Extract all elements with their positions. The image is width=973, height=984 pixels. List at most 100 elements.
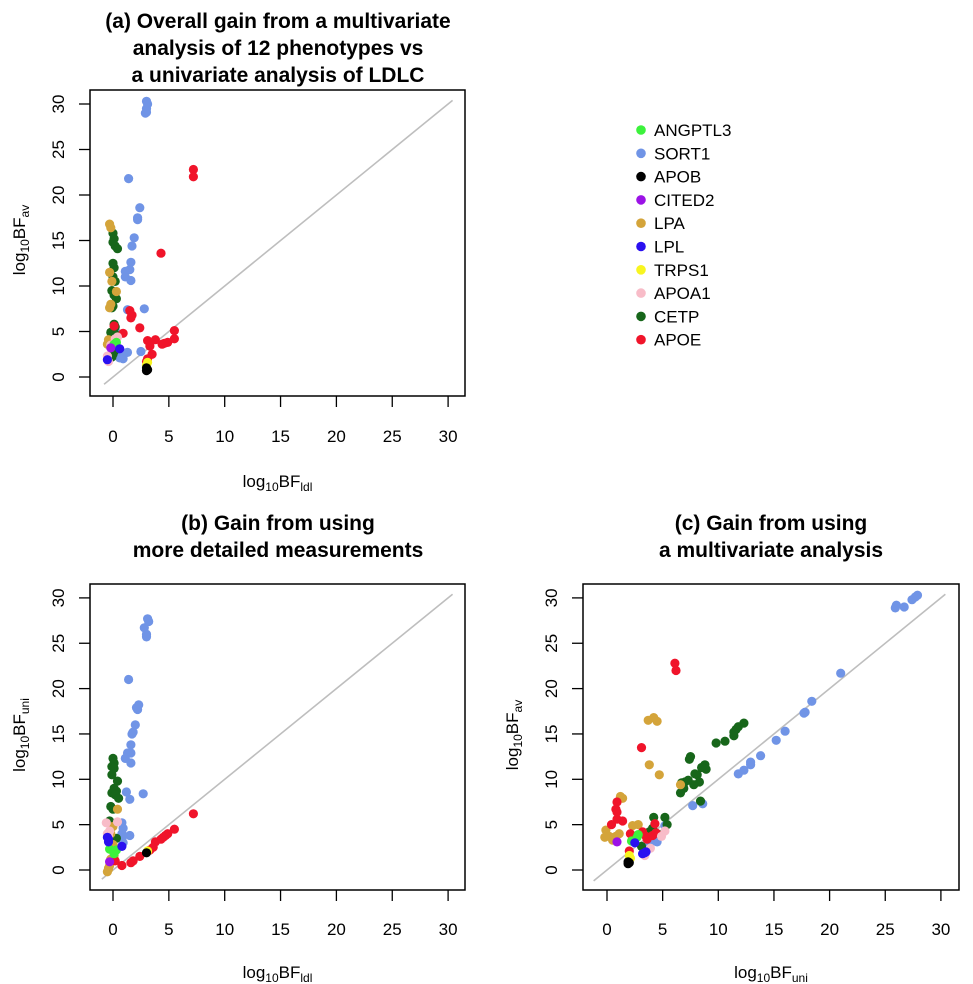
data-point-sort1 <box>126 758 136 768</box>
data-point-sort1 <box>890 603 900 613</box>
data-point-apoa1 <box>101 818 111 828</box>
data-point-apob <box>141 848 152 858</box>
data-point-sort1 <box>771 735 781 745</box>
y-tick-label: 30 <box>542 588 561 607</box>
data-point-lpa <box>633 820 643 830</box>
data-point-sort1 <box>756 751 766 761</box>
data-point-cetp <box>695 796 706 806</box>
plot-frame <box>89 583 466 891</box>
y-tick-label: 25 <box>542 634 561 653</box>
x-tick-label: 25 <box>383 920 402 939</box>
y-axis-label: log10BFuni <box>10 698 32 772</box>
legend-marker-icon <box>636 125 646 135</box>
x-tick-label: 30 <box>439 920 458 939</box>
x-tick-label: 5 <box>164 920 173 939</box>
y-axis-label: log10BFav <box>10 205 32 275</box>
data-point-cited2 <box>105 857 115 867</box>
data-point-sort1 <box>127 729 137 739</box>
data-point-apoe <box>188 164 198 175</box>
reference-line-y-equals-x <box>101 593 454 880</box>
x-tick-label: 0 <box>602 920 611 939</box>
legend-item-sort1: SORT1 <box>636 144 710 163</box>
data-point-lpa <box>106 223 116 233</box>
data-point-apoe <box>109 321 119 331</box>
data-point-cetp <box>107 770 117 780</box>
x-tick-label: 5 <box>164 427 173 446</box>
data-point-sort1 <box>121 787 131 797</box>
x-tick-label: 30 <box>439 427 458 446</box>
data-point-sort1 <box>688 801 698 811</box>
x-tick-label: 30 <box>931 920 950 939</box>
legend-label: APOB <box>654 168 701 187</box>
points-group <box>101 614 198 877</box>
y-tick-label: 5 <box>49 327 68 336</box>
legend-marker-icon <box>636 195 646 205</box>
data-point-sort1 <box>125 794 135 804</box>
legend-marker-icon <box>636 265 646 275</box>
x-tick-label: 5 <box>658 920 667 939</box>
x-tick-label: 25 <box>383 427 402 446</box>
data-point-lpa <box>107 276 117 286</box>
y-axis-label: log10BFav <box>503 700 525 770</box>
x-tick-label: 10 <box>215 920 234 939</box>
data-point-apoe <box>650 819 660 829</box>
data-point-sort1 <box>141 107 152 117</box>
data-point-angptl3 <box>633 830 643 840</box>
y-tick-label: 0 <box>542 865 561 874</box>
data-point-apoe <box>156 248 166 258</box>
legend-item-angptl3: ANGPTL3 <box>636 121 731 140</box>
x-tick-label: 15 <box>271 427 290 446</box>
data-point-lpl <box>117 841 127 852</box>
data-point-cetp <box>697 762 707 773</box>
data-point-lpl <box>102 832 112 842</box>
x-tick-label: 10 <box>709 920 728 939</box>
y-tick-label: 10 <box>49 770 68 789</box>
data-point-sort1 <box>131 703 142 713</box>
data-point-lpl <box>641 847 651 857</box>
data-point-sort1 <box>130 720 140 730</box>
data-point-sort1 <box>138 789 148 799</box>
x-axis-label: log10BFuni <box>734 963 808 984</box>
data-point-lpl <box>115 344 125 354</box>
data-point-cited2 <box>106 343 116 353</box>
data-point-apoe <box>169 824 179 834</box>
data-point-apoa1 <box>656 831 667 842</box>
data-point-sort1 <box>127 241 137 251</box>
points-group <box>102 96 198 376</box>
panel-b-title-line-1: (b) Gain from using <box>181 512 375 535</box>
y-tick-label: 0 <box>49 865 68 874</box>
x-axis-label: log10BFldl <box>243 472 313 494</box>
y-tick-label: 20 <box>542 679 561 698</box>
data-point-sort1 <box>125 830 135 841</box>
data-point-lpl <box>630 838 640 848</box>
legend-label: CITED2 <box>654 191 714 210</box>
legend-marker-icon <box>636 311 646 322</box>
data-point-sort1 <box>733 769 743 779</box>
data-point-sort1 <box>129 233 139 243</box>
y-tick-label: 15 <box>542 724 561 743</box>
data-point-sort1 <box>122 347 133 357</box>
data-point-sort1 <box>126 740 136 750</box>
y-tick-label: 10 <box>542 770 561 789</box>
legend-label: TRPS1 <box>654 261 709 280</box>
data-point-sort1 <box>124 174 134 184</box>
reference-line-y-equals-x <box>103 99 454 385</box>
data-point-cetp <box>720 736 730 746</box>
legend-label: APOE <box>654 331 701 350</box>
data-point-apoa1 <box>112 817 123 827</box>
panel-c-title-line-2: a multivariate analysis <box>659 539 883 562</box>
data-point-sort1 <box>136 346 146 357</box>
data-point-cetp <box>711 738 721 748</box>
panel-a-title-line-2: analysis of 12 phenotypes vs <box>133 37 424 60</box>
legend-item-cetp: CETP <box>636 307 699 326</box>
panel-b-title-line-2: more detailed measurements <box>133 539 424 562</box>
data-point-sort1 <box>899 602 909 612</box>
legend-item-lpa: LPA <box>636 214 686 233</box>
legend-label: SORT1 <box>654 144 710 163</box>
data-point-apoe <box>606 820 617 830</box>
data-point-lpa <box>111 286 121 297</box>
data-point-sort1 <box>135 203 145 213</box>
data-point-apoe <box>169 326 179 336</box>
data-point-lpa <box>675 780 686 790</box>
